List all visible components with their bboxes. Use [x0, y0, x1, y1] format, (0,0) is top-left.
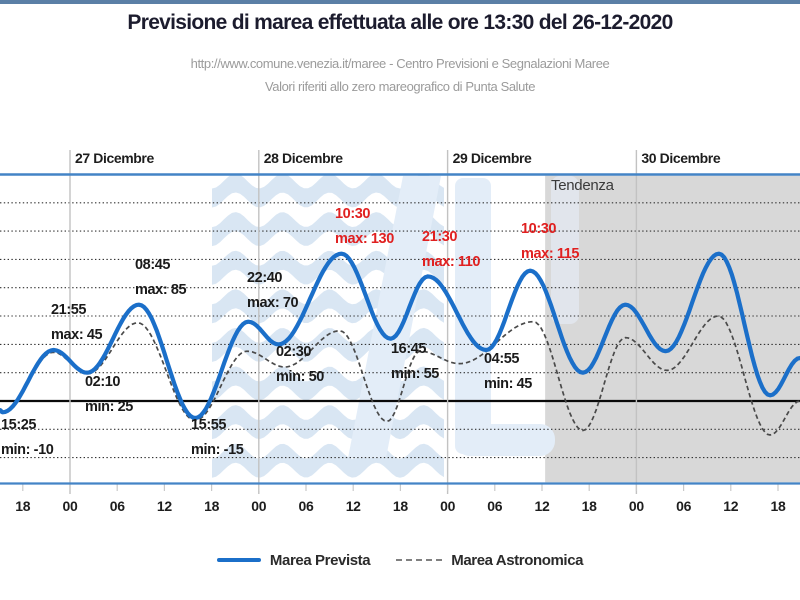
x-tick-label: 06: [109, 498, 125, 514]
subtitle-reference: Valori riferiti allo zero mareografico d…: [264, 79, 536, 94]
tide-annotation: 08:45 max: 85: [135, 257, 187, 298]
solid-line-swatch: [216, 558, 261, 562]
tide-annotation: 21:30 max: 110: [422, 229, 481, 270]
tendenza-region: [545, 175, 800, 483]
x-tick-label: 12: [345, 498, 361, 514]
astronomical-line-path: [0, 315, 800, 436]
x-tick-label: 18: [204, 498, 220, 514]
tide-annotation: 10:30 max: 115: [521, 221, 580, 262]
legend-item-marea-astronomica: Marea Astronomica: [396, 552, 583, 569]
tide-annotation: 02:10 min: 25: [85, 374, 133, 415]
x-tick-label: 12: [723, 498, 739, 514]
watermark-glyph: [455, 424, 555, 456]
watermark-glyph: [551, 176, 579, 324]
x-tick-label: 18: [15, 498, 31, 514]
watermark-wave-row: [212, 212, 444, 247]
subtitle-source-url: http://www.comune.venezia.it/maree - Cen…: [190, 56, 610, 71]
x-tick-label: 18: [392, 498, 408, 514]
watermark-glyph: [348, 176, 441, 458]
x-tick-label: 18: [581, 498, 597, 514]
x-tick-label: 00: [62, 498, 78, 514]
tide-annotation: 10:30 max: 130: [335, 206, 394, 247]
tide-annotation: 21:55 max: 45: [51, 302, 103, 343]
x-tick-label: 12: [534, 498, 550, 514]
date-label: 28 Dicembre: [263, 150, 343, 166]
page-title: Previsione di marea effettuata alle ore …: [127, 11, 673, 34]
x-tick-label: 00: [440, 498, 456, 514]
dashed-line-swatch: [396, 559, 443, 561]
x-tick-label: 06: [298, 498, 314, 514]
watermark-wave-row: [212, 173, 444, 208]
tendenza-label: Tendenza: [551, 177, 614, 194]
x-tick-label: 18: [770, 498, 786, 514]
legend-item-marea-prevista: Marea Prevista: [216, 551, 371, 569]
tide-annotation: 15:25 min: -10: [1, 417, 54, 458]
legend-label-prevista: Marea Prevista: [269, 551, 371, 569]
date-label: 29 Dicembre: [452, 150, 532, 166]
watermark-wave-row: [212, 443, 444, 478]
x-tick-label: 12: [156, 498, 172, 514]
x-tick-label: 06: [676, 498, 692, 514]
legend: Marea Prevista Marea Astronomica: [0, 549, 800, 571]
x-tick-label: 06: [487, 498, 503, 514]
x-tick-label: 00: [251, 498, 267, 514]
tide-annotation: 22:40 max: 70: [247, 270, 299, 311]
top-accent-bar: [0, 0, 800, 4]
tide-annotation: 02:30 min: 50: [276, 344, 324, 385]
date-label: 27 Dicembre: [75, 150, 154, 166]
watermark-glyph: [455, 178, 491, 454]
tide-annotation: 15:55 min: -15: [191, 417, 244, 458]
tide-annotation: 16:45 min: 55: [391, 341, 439, 382]
x-tick-label: 00: [628, 498, 644, 514]
legend-label-astronomica: Marea Astronomica: [451, 551, 584, 569]
date-label: 30 Dicembre: [641, 150, 721, 166]
watermark-wave-row: [212, 405, 444, 440]
tide-annotation: 04:55 min: 45: [484, 351, 532, 392]
predicted-line-path: [0, 251, 800, 421]
